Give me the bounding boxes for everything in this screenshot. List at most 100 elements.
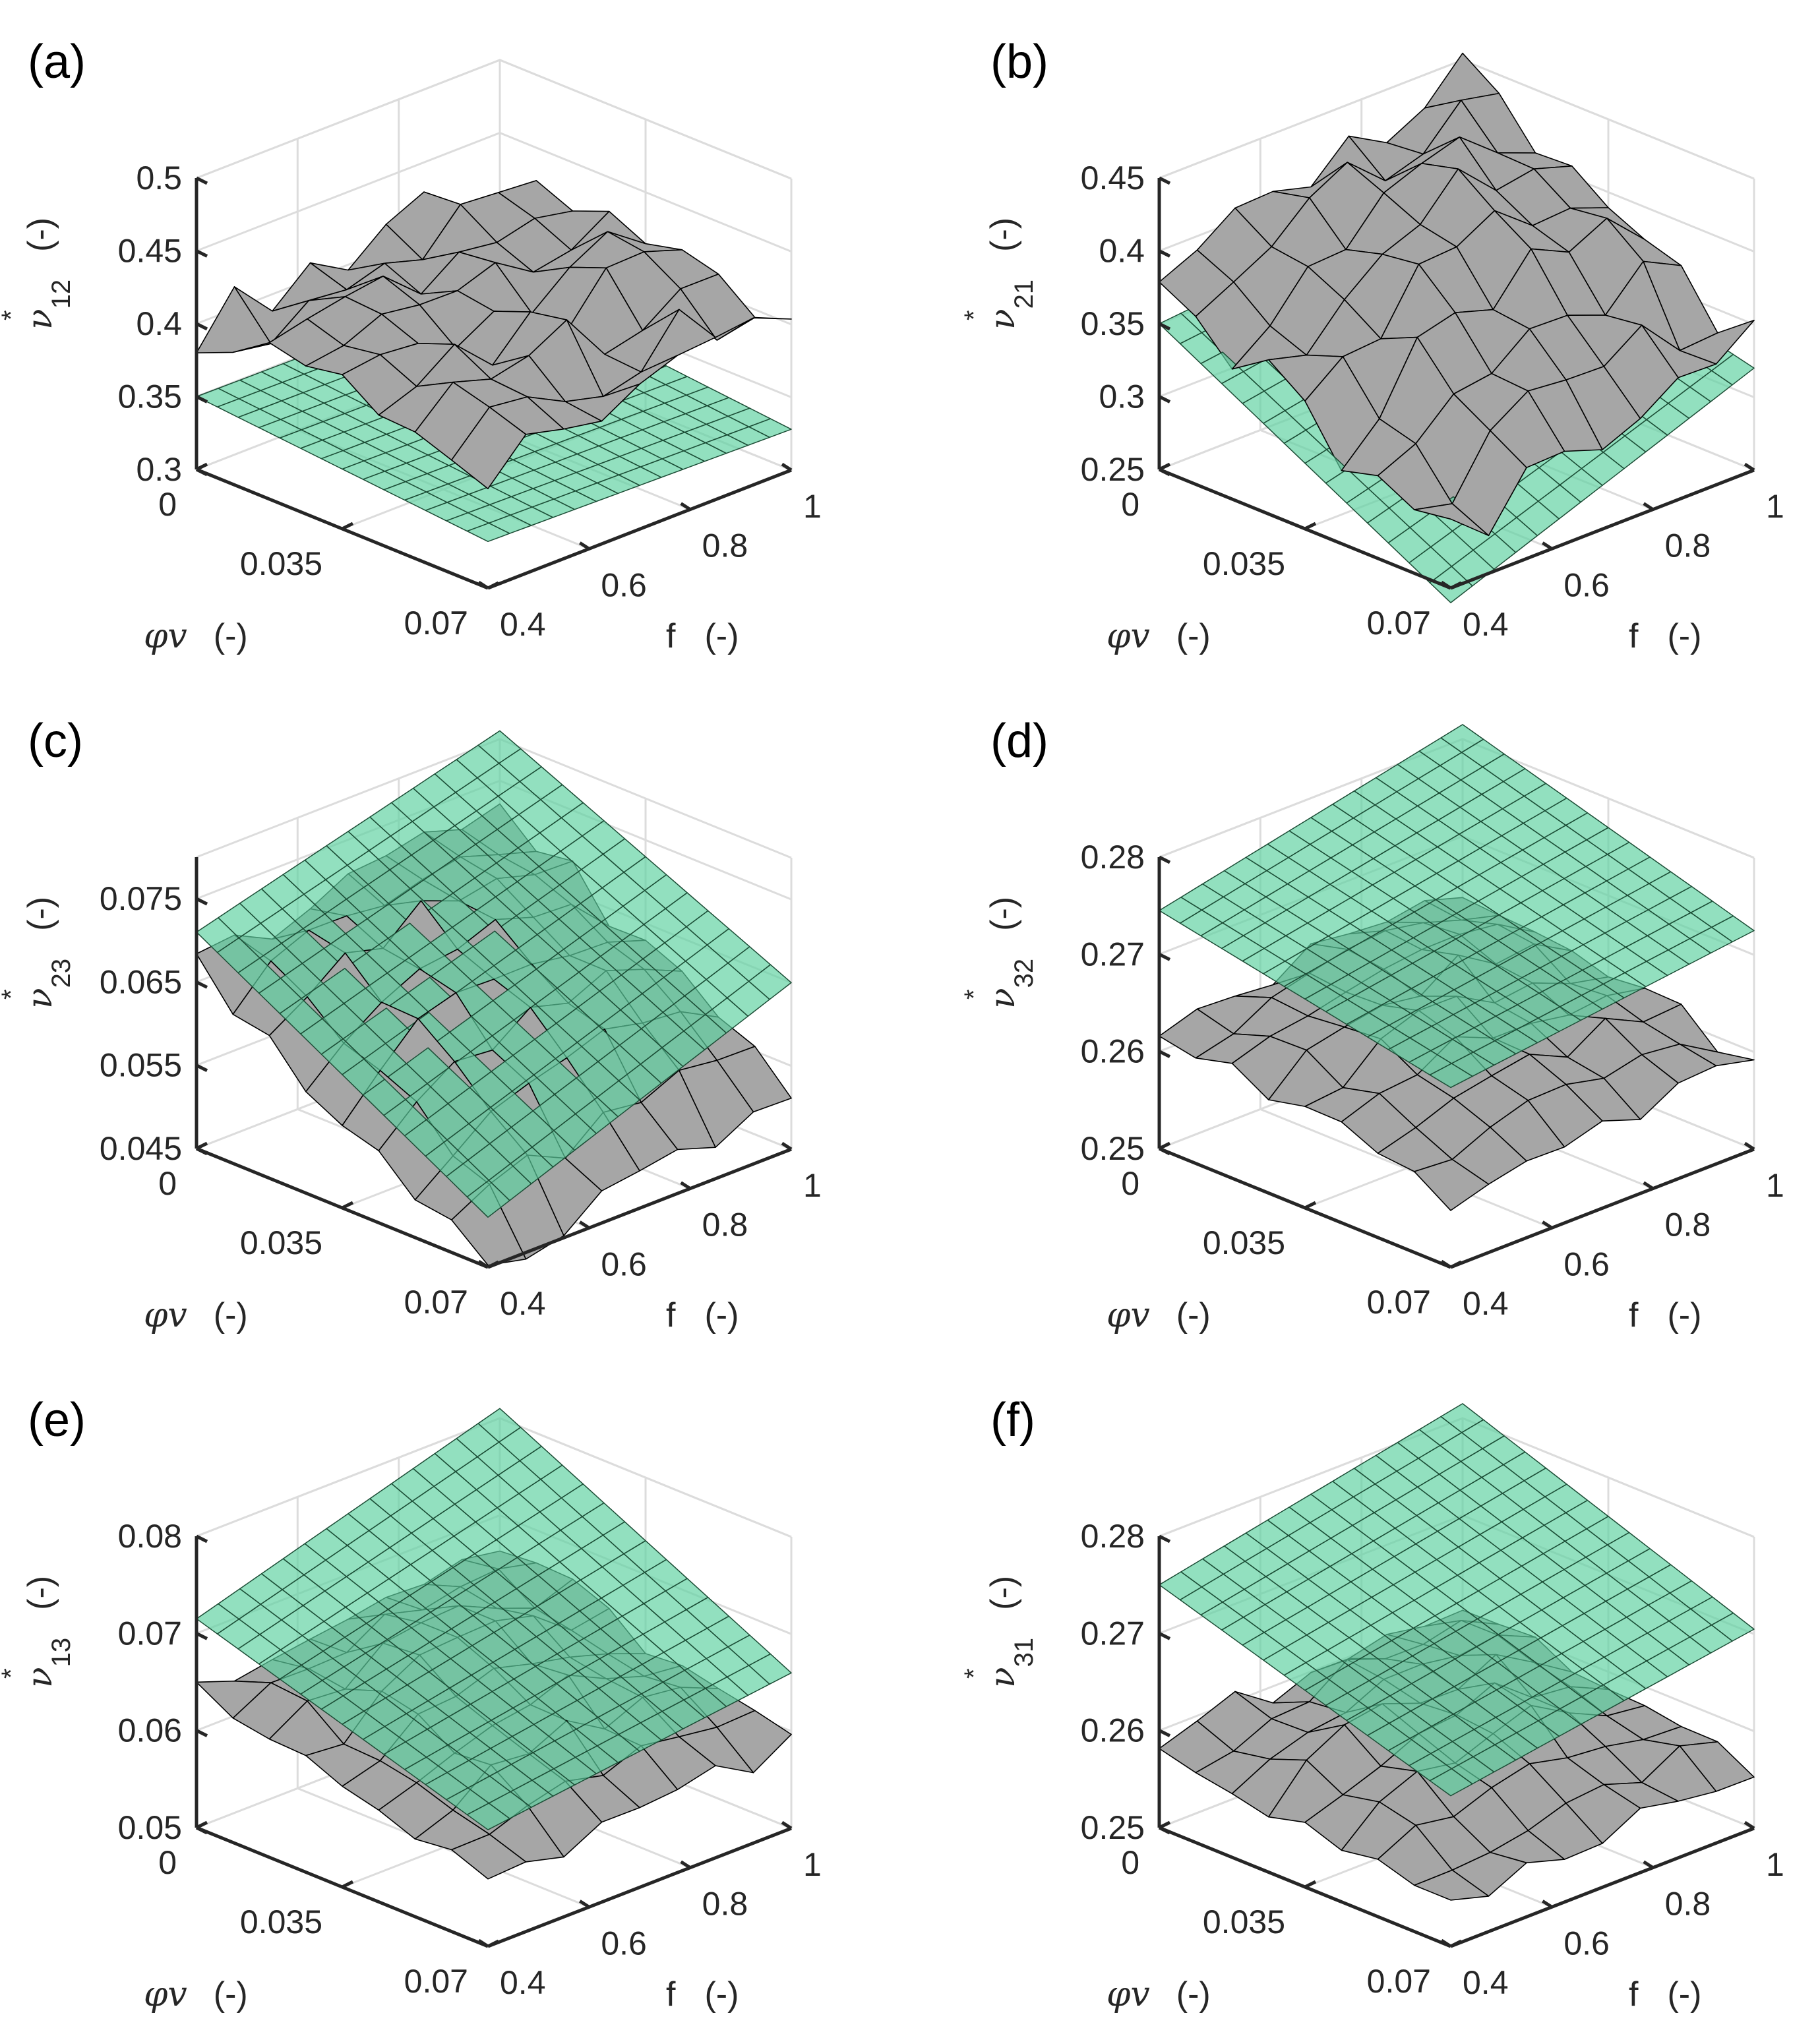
x-tick-label: 0 (158, 486, 177, 523)
y-tick-mark (1744, 462, 1755, 472)
panel-label: (a) (28, 36, 86, 88)
x-tick-label: 0.07 (404, 605, 468, 642)
gray-surface-patch (1413, 1869, 1490, 1901)
y-tick-mark (1541, 1220, 1553, 1230)
y-axis-label: f (-) (1629, 1975, 1701, 2014)
y-tick-label: 0.8 (1665, 1886, 1711, 1923)
z-tick-label: 0.3 (1099, 378, 1145, 415)
y-tick-mark (578, 541, 590, 551)
z-axis-superscript: * (0, 310, 26, 320)
x-axis-symbol: φv (144, 1296, 187, 1335)
y-tick-label: 0.6 (601, 1925, 647, 1961)
green-plane-patch (1429, 1063, 1473, 1089)
z-tick-mark (1158, 1147, 1171, 1156)
y-axis-label: f (-) (666, 617, 739, 655)
y-axis-unit: (-) (704, 617, 739, 655)
y-axis-unit: (-) (1667, 1975, 1701, 2014)
z-tick-label: 0.28 (1081, 839, 1145, 876)
z-tick-mark (195, 1729, 208, 1737)
y-axis-label: f (-) (666, 1296, 739, 1334)
x-axis-unit: (-) (214, 617, 248, 655)
z-tick-label: 0.28 (1081, 1518, 1145, 1555)
z-tick-mark (195, 395, 208, 404)
y-axis-line (1450, 1147, 1755, 1269)
z-tick-label: 0.25 (1081, 451, 1145, 488)
z-tick-mark (195, 1147, 208, 1156)
x-axis-label: φv (-) (144, 1296, 248, 1335)
chart-panel-f: 0 0.035 0.07 0.4 0.6 0.8 1 0.25 0.26 0.27 0.28 (f) φ… (959, 1394, 1784, 2014)
y-tick-mark (1440, 580, 1452, 590)
z-axis-subscript: 13 (47, 1638, 76, 1667)
x-tick-mark (1304, 522, 1317, 531)
z-tick-mark (1158, 395, 1171, 404)
y-tick-mark (680, 1860, 692, 1869)
x-axis-unit: (-) (214, 1975, 248, 2014)
x-axis-unit: (-) (1176, 1975, 1211, 2014)
y-tick-label: 0.4 (500, 1285, 546, 1322)
panel-label: (b) (990, 36, 1048, 88)
z-tick-label: 0.25 (1081, 1809, 1145, 1846)
axes: 0 0.035 0.07 0.4 0.6 0.8 1 0.25 0.26 0.27 0.28 (1081, 839, 1784, 1322)
y-tick-label: 1 (803, 1846, 822, 1883)
y-tick-mark (1744, 1820, 1755, 1830)
x-tick-label: 0.035 (1203, 1903, 1285, 1940)
surfaces (196, 180, 792, 543)
y-axis-line (487, 1147, 792, 1269)
z-tick-label: 0.4 (136, 305, 182, 342)
surfaces (1159, 1403, 1755, 1901)
z-axis-unit: (-) (21, 897, 59, 931)
grid-line-z (196, 59, 792, 180)
x-axis-symbol: φv (1107, 616, 1150, 656)
y-axis-label: f (-) (1629, 1296, 1701, 1334)
y-tick-mark (781, 462, 793, 472)
z-tick-mark (195, 897, 208, 906)
z-axis-symbol: ν (20, 1667, 60, 1688)
y-axis-label: f (-) (1629, 617, 1701, 655)
x-axis-symbol: φv (1107, 1296, 1150, 1335)
z-tick-mark (1158, 176, 1171, 185)
z-tick-label: 0.06 (118, 1712, 182, 1749)
x-tick-mark (1449, 1260, 1463, 1269)
z-tick-mark (195, 1632, 208, 1640)
y-tick-mark (680, 1181, 692, 1190)
y-axis-symbol: f (666, 617, 676, 655)
x-tick-mark (487, 581, 500, 590)
y-tick-label: 0.6 (1563, 1245, 1610, 1282)
z-axis-label: ν21 (-) (983, 218, 1039, 330)
y-tick-label: 0.6 (1563, 1925, 1610, 1961)
green-plane-patch (1429, 1768, 1473, 1797)
z-axis-symbol: ν (983, 309, 1023, 330)
chart-panel-d: 0 0.035 0.07 0.4 0.6 0.8 1 0.25 0.26 0.27 0.28 (d) φ… (959, 715, 1784, 1335)
y-tick-mark (477, 1259, 489, 1269)
z-tick-label: 0.35 (1081, 305, 1145, 342)
z-tick-label: 0.27 (1081, 936, 1145, 973)
z-tick-mark (195, 467, 208, 477)
z-tick-label: 0.4 (1099, 233, 1145, 270)
green-plane-patch (466, 522, 510, 543)
z-tick-mark (195, 322, 208, 331)
z-tick-label: 0.065 (100, 963, 182, 1000)
z-tick-label: 0.27 (1081, 1615, 1145, 1652)
z-tick-mark (195, 1534, 208, 1543)
y-tick-mark (578, 1900, 590, 1909)
y-tick-mark (781, 1820, 793, 1830)
y-tick-mark (1541, 541, 1553, 551)
y-tick-label: 0.4 (500, 606, 546, 643)
z-tick-mark (195, 1063, 208, 1072)
green-plane-patch (1429, 566, 1473, 603)
x-tick-label: 0.035 (1203, 1224, 1285, 1261)
x-axis-label: φv (-) (1107, 1975, 1211, 2014)
chart-panel-a: 0 0.035 0.07 0.4 0.6 0.8 1 0.3 0.35 0.4 0.45 0.5 (a)… (0, 36, 822, 656)
z-tick-label: 0.3 (136, 451, 182, 488)
y-tick-label: 0.6 (601, 566, 647, 603)
z-tick-label: 0.26 (1081, 1712, 1145, 1749)
z-axis-unit: (-) (21, 218, 59, 252)
y-tick-label: 0.8 (702, 1207, 748, 1243)
z-axis-subscript: 31 (1010, 1638, 1039, 1667)
x-axis-unit: (-) (1176, 1296, 1211, 1334)
y-tick-label: 0.8 (702, 527, 748, 564)
z-tick-mark (1158, 1729, 1171, 1737)
z-axis-superscript: * (0, 1668, 26, 1679)
y-axis-unit: (-) (704, 1975, 739, 2014)
x-tick-mark (487, 1260, 500, 1269)
